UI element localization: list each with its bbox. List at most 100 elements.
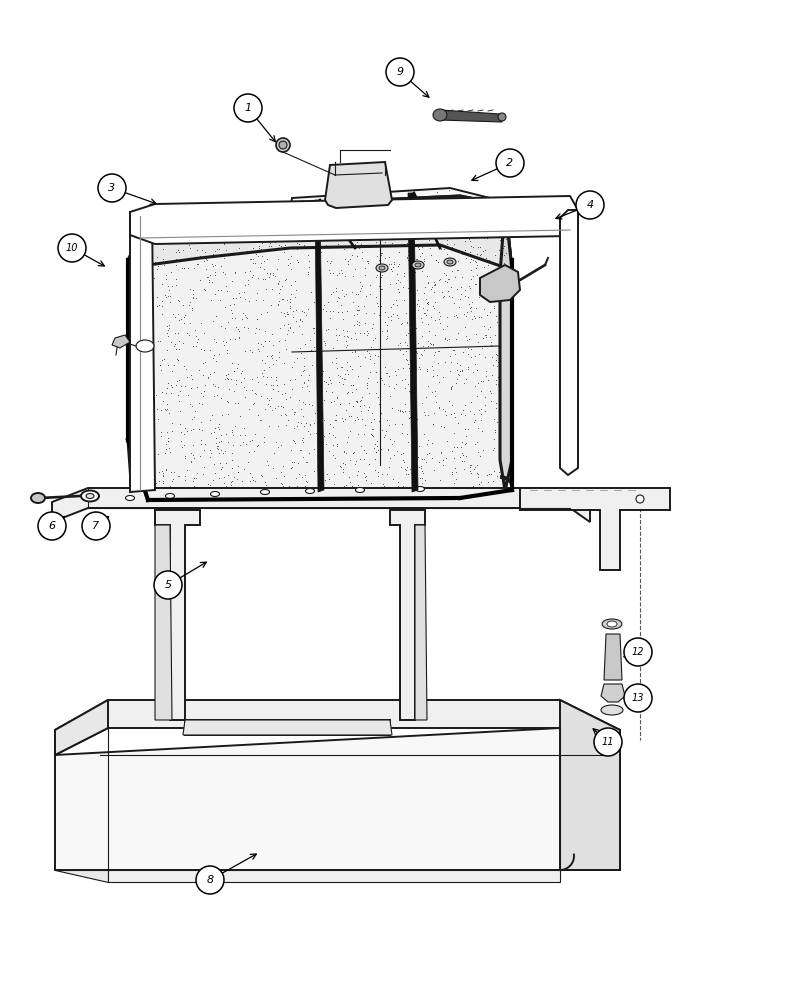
Point xyxy=(349,193,362,209)
Point xyxy=(163,478,176,494)
Point xyxy=(344,413,357,429)
Point xyxy=(165,278,178,294)
Point xyxy=(337,328,350,344)
Point xyxy=(279,332,291,348)
Point xyxy=(430,236,442,252)
Ellipse shape xyxy=(260,489,269,494)
Point xyxy=(329,412,342,428)
Point xyxy=(464,389,477,405)
Point xyxy=(489,275,502,291)
Point xyxy=(327,198,340,214)
Point xyxy=(299,396,312,412)
Point xyxy=(376,281,389,297)
Circle shape xyxy=(98,174,126,202)
Point xyxy=(495,363,507,379)
Point xyxy=(440,420,453,436)
Point xyxy=(459,228,471,244)
Point xyxy=(393,342,406,358)
Point xyxy=(419,388,432,404)
Point xyxy=(172,372,185,388)
Point xyxy=(363,238,376,254)
Point xyxy=(385,208,397,224)
Point xyxy=(457,363,470,379)
Point xyxy=(400,218,413,234)
Point xyxy=(230,290,243,306)
Point xyxy=(463,278,475,294)
Point xyxy=(477,337,490,353)
Point xyxy=(349,482,361,498)
Point xyxy=(196,212,209,228)
Point xyxy=(301,423,314,439)
Point xyxy=(132,425,145,441)
Point xyxy=(298,362,311,378)
Point xyxy=(369,444,381,460)
Point xyxy=(361,208,374,224)
Point xyxy=(446,342,459,358)
Point xyxy=(414,458,427,474)
Point xyxy=(462,231,475,247)
Ellipse shape xyxy=(81,490,99,502)
Point xyxy=(469,358,482,374)
Point xyxy=(161,278,174,294)
Point xyxy=(359,468,372,484)
Point xyxy=(491,289,503,305)
Point xyxy=(187,240,200,256)
Point xyxy=(131,254,144,270)
Point xyxy=(481,218,494,234)
Point xyxy=(484,449,497,465)
Point xyxy=(381,412,393,428)
Point xyxy=(201,252,214,268)
Point xyxy=(358,195,371,211)
Point xyxy=(178,472,191,488)
Point xyxy=(153,255,166,271)
Point xyxy=(226,437,239,453)
Point xyxy=(347,307,360,323)
Point xyxy=(296,216,309,232)
Point xyxy=(251,374,264,390)
Point xyxy=(316,200,329,216)
Point xyxy=(122,281,135,297)
Point xyxy=(284,248,297,264)
Point xyxy=(251,407,264,423)
Point xyxy=(475,370,488,386)
Point xyxy=(272,349,285,365)
Point xyxy=(463,301,476,317)
Point xyxy=(431,355,444,371)
Point xyxy=(271,439,284,455)
Point xyxy=(457,461,470,477)
Point xyxy=(402,360,414,376)
Point xyxy=(242,454,255,470)
Point xyxy=(488,327,501,343)
Point xyxy=(466,202,479,218)
Point xyxy=(305,205,318,221)
Point xyxy=(377,376,389,392)
Point xyxy=(440,274,453,290)
Point xyxy=(482,466,495,482)
Polygon shape xyxy=(55,700,108,755)
Point xyxy=(380,352,393,368)
Point xyxy=(394,219,407,235)
Point xyxy=(325,223,338,239)
Circle shape xyxy=(279,141,287,149)
Point xyxy=(164,264,177,280)
Point xyxy=(231,217,244,233)
Point xyxy=(161,424,173,440)
Point xyxy=(165,231,178,247)
Point xyxy=(230,216,243,232)
Point xyxy=(421,223,434,239)
Point xyxy=(159,267,172,283)
Point xyxy=(427,462,440,478)
Point xyxy=(463,403,476,419)
Point xyxy=(163,207,176,223)
Point xyxy=(484,466,497,482)
Point xyxy=(197,355,210,371)
Point xyxy=(264,390,277,406)
Point xyxy=(315,438,328,454)
Point xyxy=(300,394,313,410)
Point xyxy=(374,405,387,421)
Point xyxy=(196,367,209,383)
Point xyxy=(253,259,266,275)
Point xyxy=(391,447,404,463)
Point xyxy=(486,473,499,489)
Point xyxy=(249,246,262,262)
